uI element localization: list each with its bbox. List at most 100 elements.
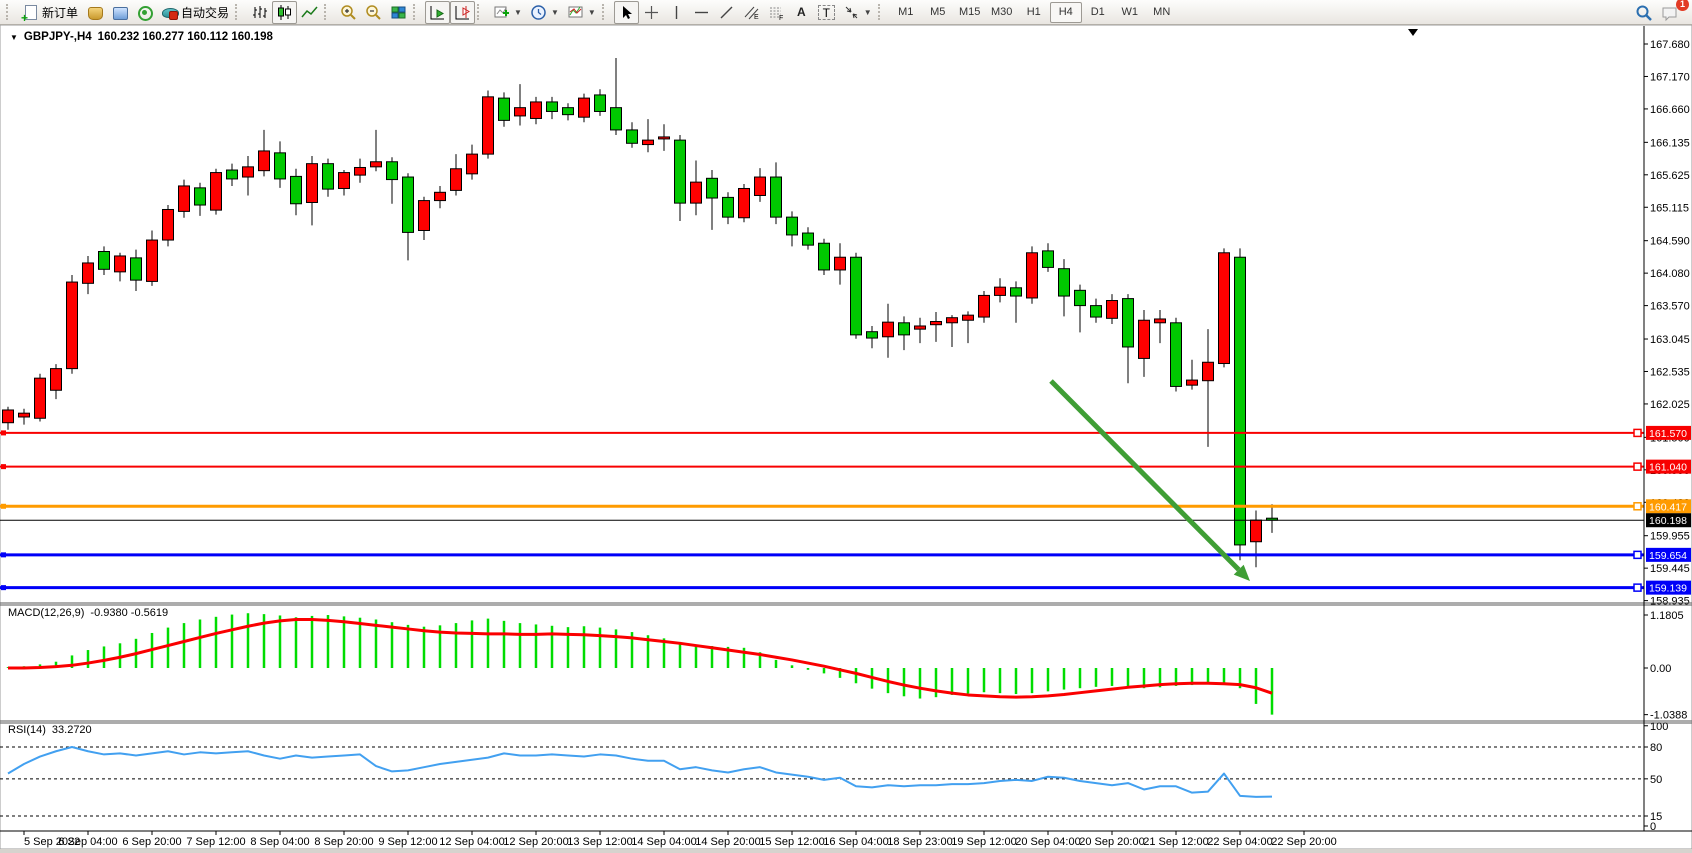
horizontal-line-tool-button[interactable]: [689, 1, 714, 24]
candlestick-mode-button[interactable]: [272, 0, 298, 24]
symbol-dropdown-icon[interactable]: ▼: [10, 32, 18, 42]
tab-timeframe-d1[interactable]: D1: [1090, 6, 1105, 18]
new-order-button[interactable]: + 新订单: [18, 1, 82, 24]
candle-bear: [130, 257, 142, 281]
shapes-arrows-icon: [843, 4, 860, 21]
text-label-tool-button[interactable]: T: [814, 1, 839, 24]
line-chart-mode-button[interactable]: [297, 1, 322, 24]
zoom-in-button[interactable]: [336, 1, 361, 24]
tab-timeframe-m30[interactable]: M30: [991, 6, 1013, 18]
candle-bear: [1170, 322, 1182, 387]
templates-button[interactable]: ▼: [563, 1, 600, 24]
text-label-icon: T: [817, 5, 835, 20]
chevron-down-icon: ▼: [587, 7, 596, 17]
candle-bull: [450, 168, 462, 191]
price-line-label-box: [1646, 547, 1691, 562]
hline-left-anchor[interactable]: [1, 503, 6, 509]
notifications-chat-icon[interactable]: 1: [1660, 0, 1689, 21]
candle-bull: [18, 412, 30, 418]
tab-timeframe-mn[interactable]: MN: [1153, 6, 1171, 18]
candle-bull: [914, 325, 926, 330]
chart-shift-button[interactable]: [450, 0, 476, 24]
time-tick-label: 5 Sep 2022: [24, 836, 80, 848]
signals-button[interactable]: [132, 1, 157, 24]
candle-bull: [258, 150, 270, 172]
vertical-line-tool-button[interactable]: [664, 1, 689, 24]
candle-bull: [146, 239, 158, 282]
tab-timeframe-h1[interactable]: H1: [1026, 6, 1041, 18]
new-order-icon: +: [21, 4, 39, 24]
trendline-tool-button[interactable]: [714, 1, 739, 24]
hline-right-anchor[interactable]: [1633, 583, 1642, 592]
candle-bull: [370, 161, 382, 168]
indicators-button[interactable]: ▼: [489, 1, 526, 24]
toolbar-grip[interactable]: [6, 4, 13, 20]
rsi-label: RSI(14) 33.2720: [8, 724, 92, 736]
hline-left-anchor[interactable]: [1, 464, 6, 470]
toolbar-grip[interactable]: [877, 4, 885, 20]
candle-bull: [1250, 519, 1262, 543]
candle-bull: [66, 281, 78, 370]
hline-left-anchor[interactable]: [1, 552, 6, 558]
autotrade-button[interactable]: 自动交易: [157, 1, 233, 24]
tab-timeframe-w1[interactable]: W1: [1121, 6, 1138, 18]
shapes-tool-button[interactable]: ▼: [839, 1, 876, 24]
time-tick-label: 20 Sep 04:00: [1015, 836, 1080, 848]
rsi-axis-label: 80: [1650, 742, 1662, 754]
price-line-label: 161.570: [1649, 428, 1687, 440]
toolbar-grip[interactable]: [235, 4, 242, 20]
hline-left-anchor[interactable]: [1, 430, 6, 436]
candle-bear: [594, 94, 606, 112]
tile-windows-button[interactable]: [386, 1, 411, 24]
price-tick-label: 158.935: [1650, 596, 1690, 608]
candle-bull: [690, 181, 702, 204]
toolbar-grip[interactable]: [477, 4, 484, 20]
macd-axis-label: 1.1805: [1650, 610, 1684, 622]
price-tick-label: 167.170: [1650, 71, 1690, 83]
market-watch-button[interactable]: [107, 1, 132, 24]
toolbar-grip[interactable]: [601, 4, 609, 20]
autotrade-icon: [161, 4, 180, 21]
price-line-label: 161.040: [1649, 462, 1687, 474]
candle-bull: [82, 262, 94, 284]
cursor-tool-button[interactable]: [613, 0, 639, 24]
chevron-down-icon: ▼: [514, 7, 522, 17]
zoom-out-button[interactable]: [361, 1, 386, 24]
toolbar-grip[interactable]: [324, 4, 331, 20]
macd-axis-label: -1.0388: [1650, 710, 1687, 722]
hline-right-anchor[interactable]: [1633, 462, 1642, 471]
fibonacci-tool-button[interactable]: F: [764, 1, 789, 24]
time-tick-label: 19 Sep 12:00: [951, 836, 1016, 848]
hline-right-anchor[interactable]: [1633, 550, 1642, 560]
rsi-axis-label: 50: [1650, 774, 1662, 786]
time-tick-label: 22 Sep 20:00: [1271, 836, 1336, 848]
text-tool-button[interactable]: A: [789, 1, 814, 24]
tab-timeframe-m1[interactable]: M1: [898, 6, 914, 18]
candle-bull: [50, 368, 62, 391]
profiles-button[interactable]: [82, 1, 107, 24]
candle-bear: [546, 101, 558, 112]
auto-scroll-button[interactable]: [425, 0, 451, 24]
tab-timeframe-m5[interactable]: M5: [930, 6, 946, 18]
macd-name: MACD(12,26,9): [8, 607, 85, 619]
bar-chart-mode-button[interactable]: [247, 1, 272, 24]
time-tick-label: 13 Sep 12:00: [567, 836, 632, 848]
hline-right-anchor[interactable]: [1633, 502, 1642, 511]
toolbar-grip[interactable]: [413, 4, 420, 20]
tab-timeframe-m15[interactable]: M15: [959, 6, 981, 18]
candle-bull: [978, 294, 990, 318]
tab-timeframe-h4[interactable]: H4: [1049, 1, 1082, 23]
chart-background[interactable]: [0, 24, 1692, 850]
hline-left-anchor[interactable]: [1, 585, 6, 591]
notification-badge: 1: [1676, 0, 1689, 11]
hline-right-anchor[interactable]: [1633, 428, 1642, 438]
trend-arrow-annotation[interactable]: [1049, 379, 1250, 581]
candle-bull: [354, 166, 366, 176]
autotrade-label: 自动交易: [181, 5, 230, 20]
search-icon[interactable]: [1635, 4, 1652, 21]
line-chart-icon: [301, 4, 318, 21]
periods-button[interactable]: ▼: [526, 1, 563, 24]
channel-tool-button[interactable]: E: [739, 1, 764, 24]
crosshair-tool-button[interactable]: [639, 1, 664, 24]
